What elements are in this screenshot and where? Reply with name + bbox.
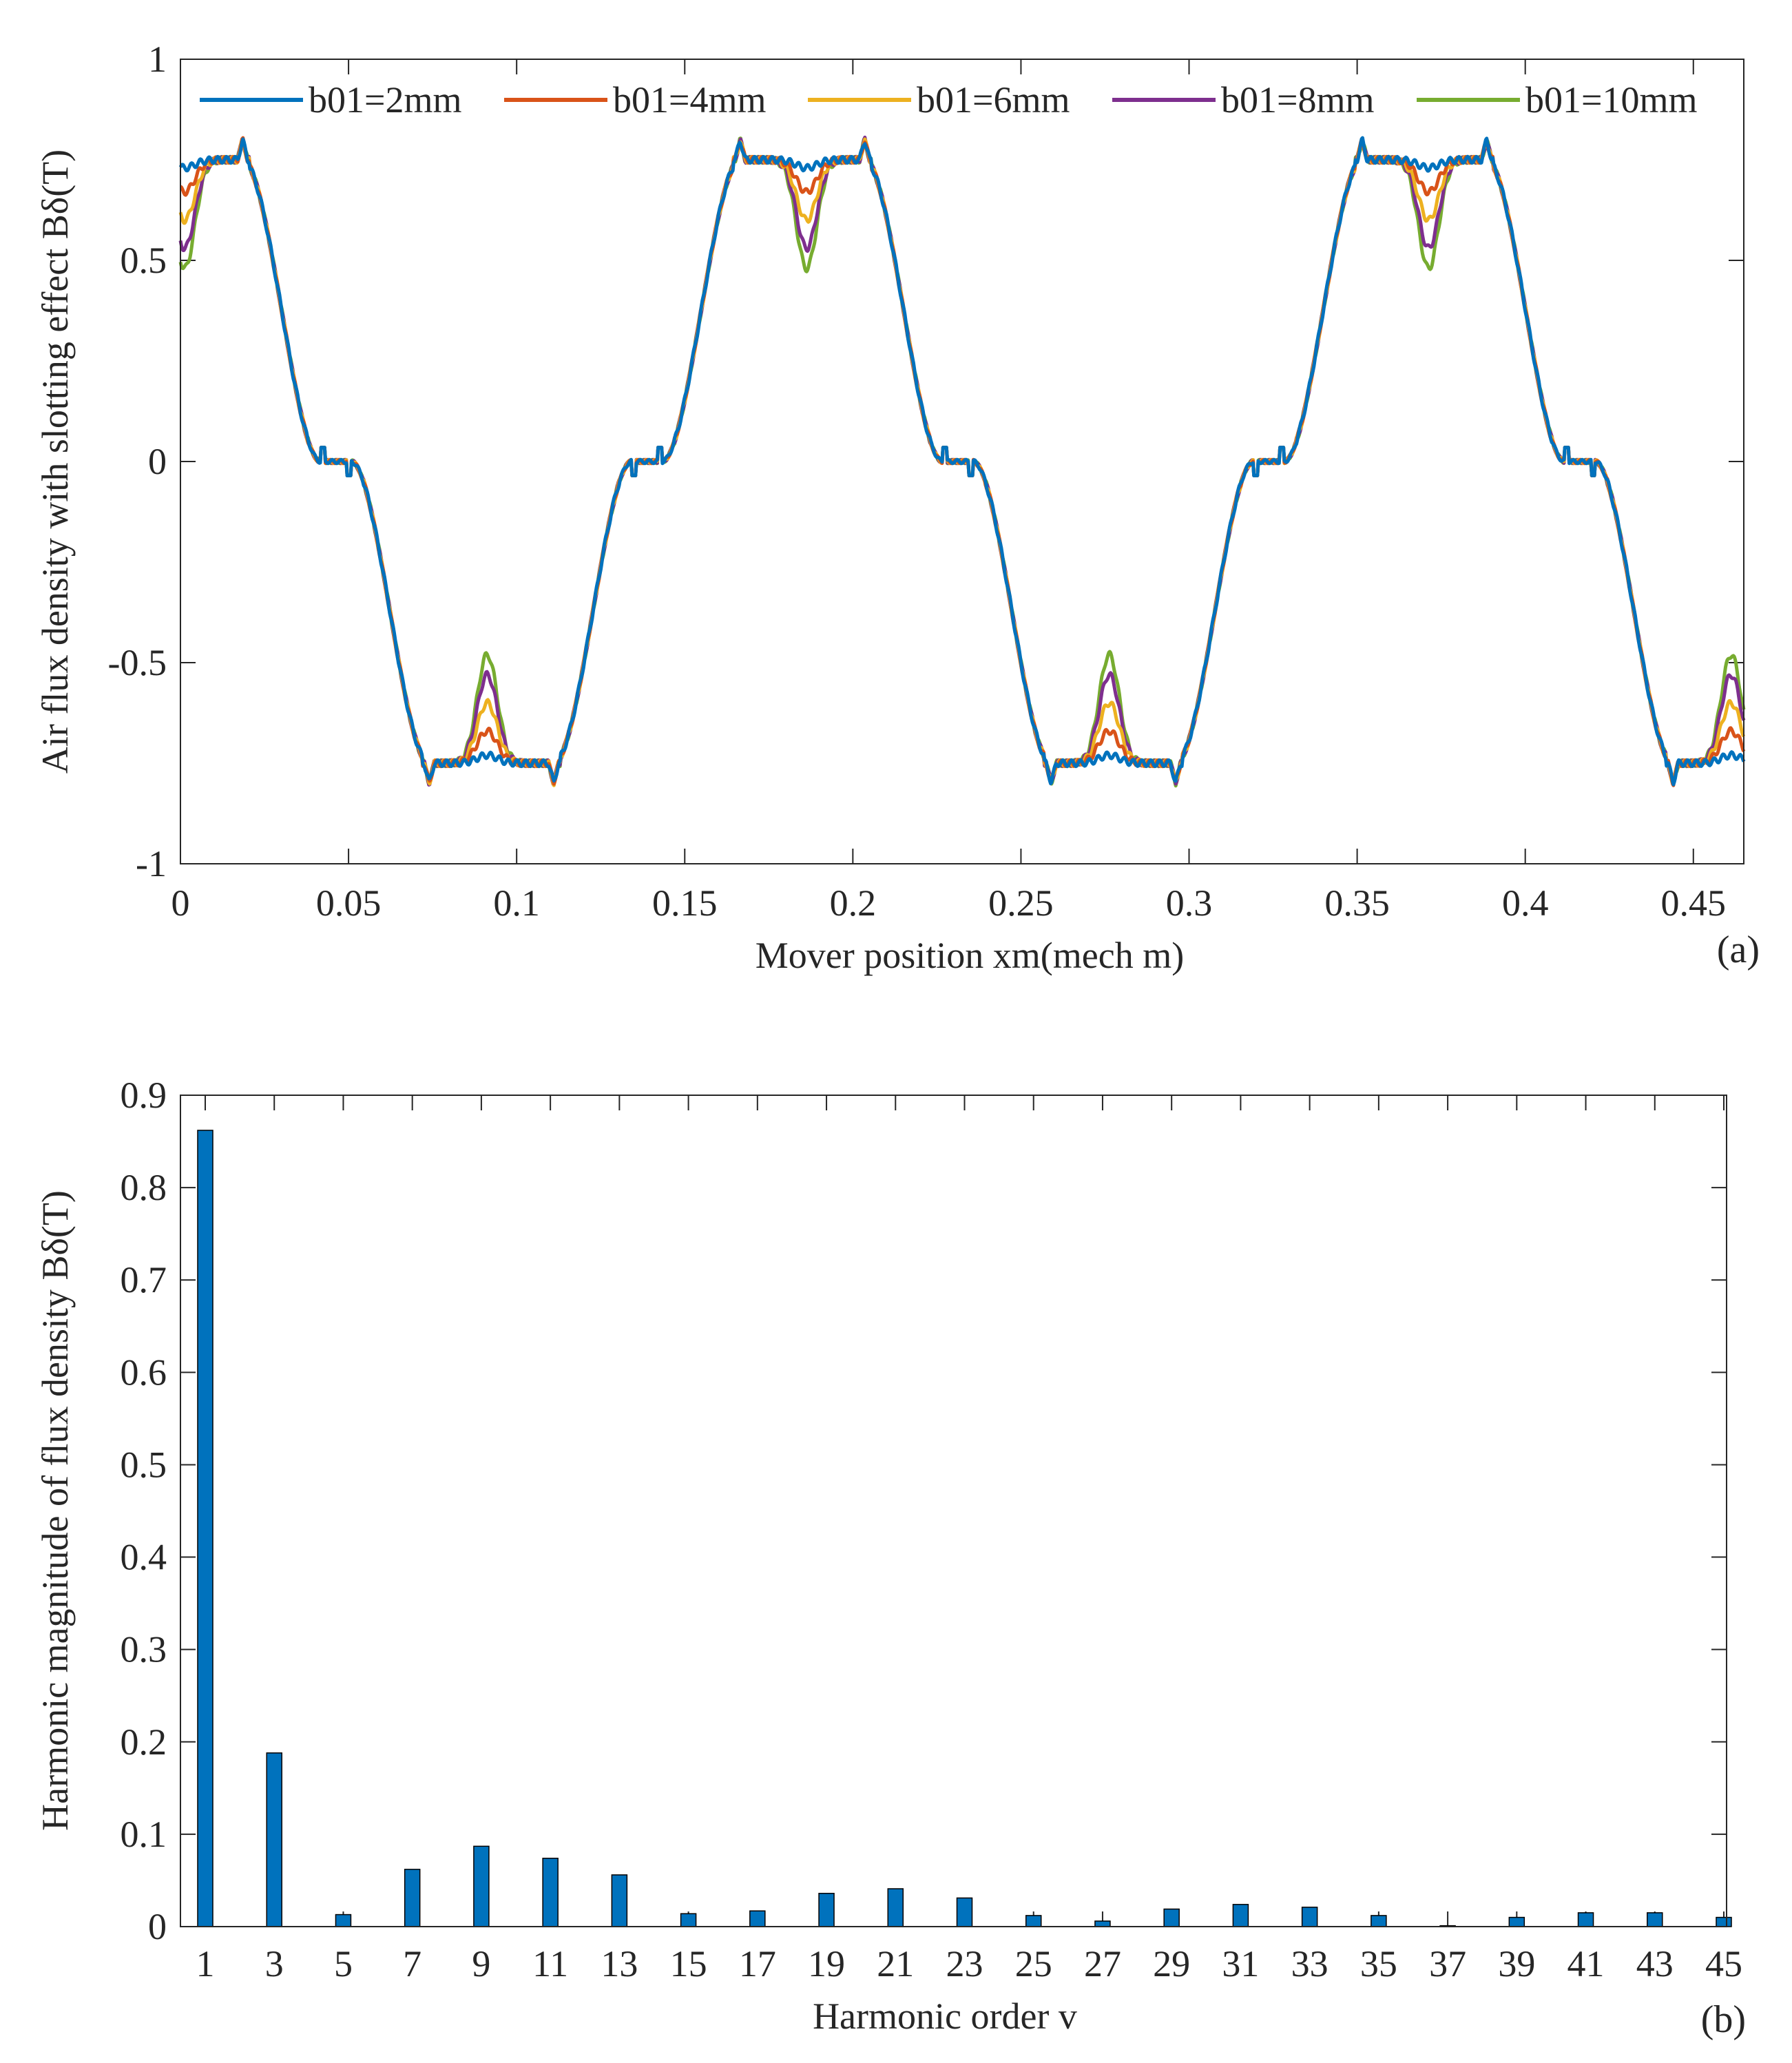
x-tick-label: 13 [601,1943,638,1984]
legend-label: b01=4mm [613,79,766,121]
x-tick-label: 17 [739,1943,776,1984]
y-tick-label: 0.8 [121,1167,167,1208]
bar-h1 [197,1130,213,1927]
x-tick-label: 41 [1567,1943,1605,1984]
x-tick-label: 0.3 [1166,882,1213,924]
x-tick-label: 1 [196,1943,215,1984]
bar-h9 [473,1845,490,1927]
y-tick-label: 0.5 [121,1444,167,1485]
bar-h31 [1232,1904,1249,1927]
x-tick-label: 0.35 [1324,882,1390,924]
panel-a-x-axis-label: Mover position xm(mech m) [756,935,1184,976]
panel-a-y-axis-label: Air flux density with slotting effect Bδ… [34,149,76,774]
panel-b-bar-chart: 1 3 5 7 9 11 13 15 17 19 21 23 25 27 29 31 33 35 37 39 41 43 4… [34,1075,1746,2041]
bar-h21 [887,1888,904,1927]
legend-label: b01=6mm [917,79,1070,121]
bar-h5 [335,1914,352,1927]
bar-h25 [1025,1915,1042,1927]
y-tick-label: 0.2 [121,1721,167,1763]
bar-h23 [956,1897,973,1927]
x-tick-label: 0.15 [652,882,718,924]
bar-h27 [1094,1920,1111,1927]
panel-a-label: (a) [1717,929,1760,971]
panel-b-x-tick-labels: 1 3 5 7 9 11 13 15 17 19 21 23 25 27 29 31 33 35 37 39 41 43 4… [196,1943,1743,1984]
x-tick-label: 29 [1153,1943,1190,1984]
panel-b-x-axis-label: Harmonic order v [813,1995,1077,2037]
x-tick-label: 35 [1360,1943,1397,1984]
y-tick-label: 0 [148,441,167,482]
panel-b-label: (b) [1701,1998,1746,2041]
bar-h33 [1301,1907,1318,1927]
bar-h13 [611,1874,628,1927]
bar-h41 [1577,1912,1594,1927]
bar-h15 [680,1913,697,1927]
y-tick-label: -0.5 [108,642,167,683]
x-tick-label: 31 [1222,1943,1259,1984]
bar-h43 [1647,1912,1663,1927]
bar-h35 [1371,1915,1387,1927]
x-tick-label: 0.4 [1502,882,1549,924]
panel-b-y-axis-label: Harmonic magnitude of flux density Bδ(T) [34,1190,76,1831]
x-tick-label: 15 [670,1943,707,1984]
legend-label: b01=10mm [1525,79,1697,121]
y-tick-label: 0.4 [121,1537,167,1578]
x-tick-label: 0.1 [493,882,540,924]
y-tick-label: 0 [148,1906,167,1947]
bar-h29 [1163,1908,1180,1927]
bar-h19 [818,1892,835,1927]
x-tick-label: 11 [532,1943,568,1984]
x-tick-label: 0.05 [316,882,382,924]
panel-a-axes-box [180,59,1744,864]
bar-h7 [404,1869,421,1927]
bar-h39 [1508,1916,1525,1927]
x-tick-label: 23 [946,1943,983,1984]
x-tick-label: 9 [472,1943,490,1984]
x-tick-label: 27 [1084,1943,1121,1984]
bar-h17 [749,1910,766,1927]
panel-a-y-tick-labels: -1 -0.5 0 0.5 1 [108,39,167,884]
series-line-b012mm [178,136,1746,787]
y-tick-label: 0.6 [121,1351,167,1393]
x-tick-label: 0.45 [1661,882,1727,924]
legend-label: b01=8mm [1221,79,1374,121]
x-tick-label: 3 [265,1943,284,1984]
panel-b-axes-box [180,1095,1727,1927]
legend-label: b01=2mm [309,79,461,121]
bar-h11 [542,1858,559,1927]
x-tick-label: 37 [1429,1943,1466,1984]
x-tick-label: 45 [1705,1943,1742,1984]
panel-a-line-chart: b01=2mm b01=4mm b01=6mm b01=8mm b01=10mm 0 0.… [34,39,1760,976]
y-tick-label: -1 [136,843,167,884]
x-tick-label: 7 [403,1943,421,1984]
y-tick-label: 0.1 [121,1814,167,1855]
x-tick-label: 19 [808,1943,845,1984]
bar-h45 [1716,1916,1732,1927]
x-tick-label: 21 [877,1943,914,1984]
y-tick-label: 1 [148,39,167,80]
panel-b-plot-area [180,1095,1727,1927]
panel-a-legend: b01=2mm b01=4mm b01=6mm b01=8mm b01=10mm [200,79,1697,121]
panel-a-series-lines [178,135,1746,788]
x-tick-label: 43 [1636,1943,1674,1984]
panel-b-y-tick-labels: 0 0.1 0.2 0.3 0.4 0.5 0.6 0.7 0.8 0.9 [121,1075,167,1947]
x-tick-label: 5 [334,1943,353,1984]
y-tick-label: 0.9 [121,1075,167,1116]
x-tick-label: 33 [1291,1943,1329,1984]
y-tick-label: 0.5 [121,240,167,281]
panel-a-x-tick-labels: 0 0.05 0.1 0.15 0.2 0.25 0.3 0.35 0.4 0.45 [171,882,1727,924]
x-tick-label: 0 [171,882,190,924]
bar-h3 [266,1752,282,1927]
y-tick-label: 0.3 [121,1629,167,1670]
y-tick-label: 0.7 [121,1259,167,1300]
x-tick-label: 25 [1015,1943,1052,1984]
x-tick-label: 0.25 [988,882,1054,924]
x-tick-label: 0.2 [830,882,877,924]
x-tick-label: 39 [1498,1943,1535,1984]
